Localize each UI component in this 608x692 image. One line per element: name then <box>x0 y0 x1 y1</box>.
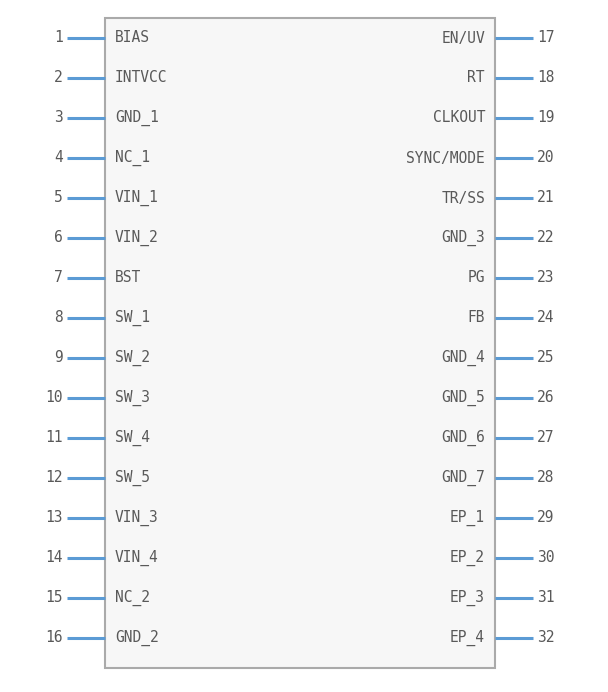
Text: 30: 30 <box>537 551 554 565</box>
Text: 15: 15 <box>46 590 63 606</box>
Text: SW_4: SW_4 <box>115 430 150 446</box>
Text: 19: 19 <box>537 111 554 125</box>
Text: EP_1: EP_1 <box>450 510 485 526</box>
Text: GND_4: GND_4 <box>441 350 485 366</box>
Text: GND_3: GND_3 <box>441 230 485 246</box>
Text: PG: PG <box>468 271 485 286</box>
Text: 5: 5 <box>54 190 63 206</box>
Text: 6: 6 <box>54 230 63 246</box>
Text: 16: 16 <box>46 630 63 646</box>
Text: EN/UV: EN/UV <box>441 30 485 46</box>
Text: 21: 21 <box>537 190 554 206</box>
Text: GND_6: GND_6 <box>441 430 485 446</box>
Text: 3: 3 <box>54 111 63 125</box>
Text: 9: 9 <box>54 351 63 365</box>
Text: 32: 32 <box>537 630 554 646</box>
Text: 20: 20 <box>537 150 554 165</box>
Text: TR/SS: TR/SS <box>441 190 485 206</box>
Text: 25: 25 <box>537 351 554 365</box>
Text: GND_7: GND_7 <box>441 470 485 486</box>
Text: 22: 22 <box>537 230 554 246</box>
Text: 13: 13 <box>46 511 63 525</box>
Text: GND_2: GND_2 <box>115 630 159 646</box>
Text: 12: 12 <box>46 471 63 486</box>
Text: SW_5: SW_5 <box>115 470 150 486</box>
Text: 10: 10 <box>46 390 63 406</box>
Text: 24: 24 <box>537 311 554 325</box>
Text: VIN_2: VIN_2 <box>115 230 159 246</box>
Text: VIN_1: VIN_1 <box>115 190 159 206</box>
Text: 17: 17 <box>537 30 554 46</box>
Text: BST: BST <box>115 271 141 286</box>
Text: EP_4: EP_4 <box>450 630 485 646</box>
Text: RT: RT <box>468 71 485 86</box>
Text: FB: FB <box>468 311 485 325</box>
Text: 11: 11 <box>46 430 63 446</box>
Text: 1: 1 <box>54 30 63 46</box>
Text: CLKOUT: CLKOUT <box>432 111 485 125</box>
Text: SW_2: SW_2 <box>115 350 150 366</box>
Text: 27: 27 <box>537 430 554 446</box>
Text: 2: 2 <box>54 71 63 86</box>
Text: VIN_4: VIN_4 <box>115 550 159 566</box>
Text: VIN_3: VIN_3 <box>115 510 159 526</box>
Text: GND_1: GND_1 <box>115 110 159 126</box>
Text: NC_2: NC_2 <box>115 590 150 606</box>
Text: SW_3: SW_3 <box>115 390 150 406</box>
Text: 14: 14 <box>46 551 63 565</box>
Text: 31: 31 <box>537 590 554 606</box>
Text: SYNC/MODE: SYNC/MODE <box>406 150 485 165</box>
Text: 8: 8 <box>54 311 63 325</box>
Text: GND_5: GND_5 <box>441 390 485 406</box>
Text: BIAS: BIAS <box>115 30 150 46</box>
Text: EP_2: EP_2 <box>450 550 485 566</box>
Text: 7: 7 <box>54 271 63 286</box>
Text: INTVCC: INTVCC <box>115 71 167 86</box>
Text: 18: 18 <box>537 71 554 86</box>
Text: 4: 4 <box>54 150 63 165</box>
Text: 23: 23 <box>537 271 554 286</box>
Text: 29: 29 <box>537 511 554 525</box>
Text: SW_1: SW_1 <box>115 310 150 326</box>
Text: 26: 26 <box>537 390 554 406</box>
Text: 28: 28 <box>537 471 554 486</box>
Bar <box>105 18 495 668</box>
Text: EP_3: EP_3 <box>450 590 485 606</box>
Text: NC_1: NC_1 <box>115 150 150 166</box>
